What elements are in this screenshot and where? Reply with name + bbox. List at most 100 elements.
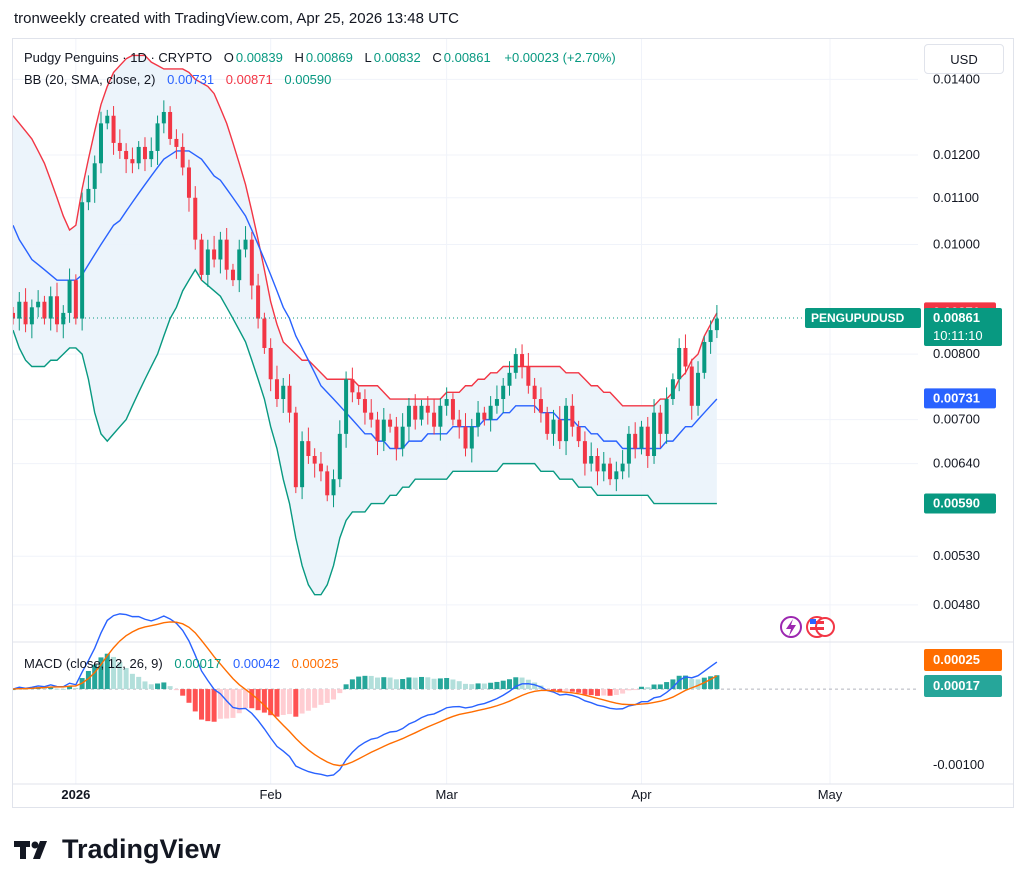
macd-hist-bar — [173, 689, 179, 691]
candle-body — [476, 412, 481, 427]
candle-body — [620, 463, 625, 472]
macd-hist-bar — [92, 664, 98, 690]
time-tick-label: 2026 — [61, 787, 90, 802]
macd-hist-bar — [594, 689, 600, 696]
bb-basis-line — [13, 150, 718, 450]
candle-body — [664, 399, 669, 434]
candle-body — [243, 239, 248, 250]
candle-body — [677, 347, 682, 380]
candle-body — [538, 399, 543, 413]
macd-hist-bar — [419, 676, 425, 690]
macd-hist-bar — [450, 679, 456, 690]
macd-hist-bar — [563, 689, 569, 692]
candle-body — [381, 419, 386, 442]
macd-line — [13, 613, 718, 777]
macd-hist-bar — [607, 689, 613, 696]
candle-body — [86, 188, 91, 203]
macd-hist-bar — [588, 689, 594, 696]
macd-tag-label: 0.00017 — [933, 678, 980, 693]
macd-hist-bar — [67, 686, 73, 690]
macd-hist-bar — [117, 662, 123, 690]
macd-hist-bar — [425, 677, 431, 690]
candle-body — [293, 412, 298, 488]
macd-hist-bar — [670, 679, 676, 690]
candle-body — [212, 249, 217, 260]
macd-hist-bar — [500, 680, 506, 690]
macd-hist-bar — [180, 689, 186, 696]
candle-body — [312, 456, 317, 464]
candle-body — [331, 479, 336, 496]
candle-body — [218, 239, 223, 260]
macd-hist-bar — [544, 689, 550, 691]
macd-hist-bar — [104, 653, 110, 690]
bb-fill — [13, 55, 717, 595]
candles — [13, 100, 719, 508]
candle-body — [268, 347, 273, 380]
candle-body — [80, 202, 85, 319]
candle-body — [457, 419, 462, 427]
macd-hist-bar — [186, 689, 192, 703]
candle-body — [174, 138, 179, 147]
macd-hist-bar — [343, 684, 349, 690]
macd-hist-bar — [431, 678, 437, 690]
macd-hist-bar — [400, 679, 406, 690]
low-label: L — [364, 50, 372, 65]
macd-hist-bar — [645, 687, 651, 690]
currency-button[interactable]: USD — [924, 44, 1004, 74]
candle-body — [105, 115, 110, 124]
candle-body — [193, 197, 198, 240]
price-chart[interactable]: 0.01400 0.01200 0.01100 0.01000 0.00800 0.007… — [13, 39, 1013, 807]
change-value: +0.00023 (+2.70%) — [504, 50, 616, 65]
candle-body — [325, 471, 330, 496]
candle-body — [155, 123, 160, 151]
macd-hist-bar — [48, 686, 54, 690]
candle-body — [708, 330, 713, 342]
candle-body — [344, 379, 349, 434]
time-tick-label: Apr — [631, 787, 652, 802]
macd-hist-bar — [349, 679, 355, 690]
candle-body — [256, 285, 261, 319]
macd-hist-bar — [469, 684, 475, 690]
candle-body — [532, 385, 537, 400]
macd-hist-bar — [224, 689, 230, 719]
macd-hist-bar — [41, 688, 47, 690]
macd-hist-bar — [142, 681, 148, 690]
candle-body — [689, 366, 694, 406]
bb-lower-value: 0.00590 — [284, 72, 332, 87]
bb-upper-line — [13, 54, 718, 407]
bb-label: BB (20, SMA, close, 2) — [24, 72, 156, 87]
candle-body — [425, 405, 430, 413]
macd-hist-bar — [217, 689, 223, 719]
price-tag-label: 0.00590 — [933, 496, 980, 511]
macd-hist-bar — [60, 688, 66, 690]
candle-body — [488, 405, 493, 420]
candle-body — [117, 142, 122, 151]
macd-hist-bar — [261, 689, 267, 713]
open-value: 0.00839 — [235, 50, 283, 65]
candle-body — [48, 296, 53, 319]
candle-body — [205, 249, 210, 275]
candle-body — [494, 399, 499, 406]
chart-panel[interactable]: 0.01400 0.01200 0.01100 0.01000 0.00800 0.007… — [12, 38, 1014, 808]
open-label: O — [223, 50, 234, 65]
macd-hist-bar — [54, 688, 60, 690]
macd-hist-bar — [230, 689, 236, 718]
macd-hist-bar — [620, 689, 626, 694]
macd-tag-box — [924, 675, 1002, 697]
candle-body — [262, 318, 267, 348]
candle-body — [29, 307, 34, 325]
macd-hist-bar — [318, 689, 324, 705]
macd-hist-bar — [387, 677, 393, 690]
macd-hist-bar — [626, 689, 632, 691]
macd-tag-label: 0.00025 — [933, 652, 980, 667]
candle-body — [714, 318, 719, 331]
candle-body — [237, 249, 242, 281]
brand-name: TradingView — [62, 834, 221, 864]
event-icons — [780, 616, 835, 638]
macd-hist-bar — [161, 682, 167, 690]
candle-body — [13, 312, 15, 319]
macd-hist-bar — [532, 682, 538, 690]
macd-histogram — [13, 653, 720, 722]
candle-body — [589, 456, 594, 464]
